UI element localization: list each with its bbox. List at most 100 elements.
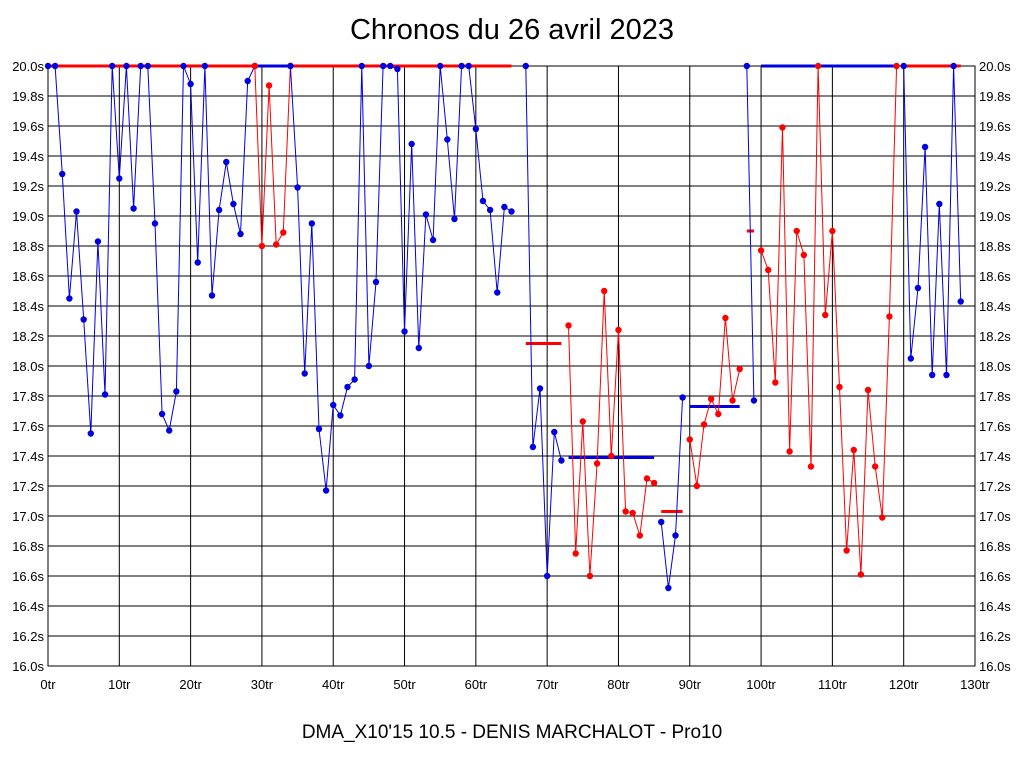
y-tick-label-left: 18.2s [12, 329, 44, 344]
x-tick-label: 20tr [179, 677, 202, 692]
data-point [116, 175, 123, 182]
x-tick-label: 60tr [465, 677, 488, 692]
data-point [565, 322, 572, 329]
data-point [137, 62, 144, 70]
data-point [936, 200, 943, 208]
data-point [472, 125, 480, 133]
x-tick-label: 0tr [40, 677, 56, 692]
data-point [508, 208, 515, 215]
data-point [672, 532, 679, 539]
data-point [365, 362, 373, 370]
data-point [436, 62, 444, 70]
y-tick-label-right: 18.4s [979, 299, 1011, 314]
x-tick-label: 80tr [607, 677, 630, 692]
data-point [101, 391, 109, 398]
data-point [387, 62, 394, 70]
data-point [322, 487, 330, 494]
y-tick-label-left: 16.2s [12, 629, 44, 644]
y-tick-label-right: 19.8s [979, 89, 1011, 104]
y-tick-label-left: 20.0s [12, 59, 44, 74]
data-point [230, 200, 237, 208]
data-point [44, 62, 52, 70]
y-tick-label-left: 19.8s [12, 89, 44, 104]
y-tick-label-left: 18.4s [12, 299, 44, 314]
data-point [729, 397, 736, 404]
data-point [408, 140, 415, 148]
data-point [650, 479, 658, 487]
data-point [529, 443, 537, 451]
data-point [893, 62, 900, 70]
data-point [679, 394, 686, 401]
data-point [258, 242, 266, 250]
x-tick-label: 110tr [818, 677, 847, 692]
data-point [394, 65, 401, 73]
data-point [722, 314, 729, 322]
data-point [615, 326, 622, 334]
data-point [294, 184, 301, 191]
y-tick-label-right: 16.8s [979, 539, 1011, 554]
data-point [237, 230, 244, 238]
chart-subtitle: DMA_X10'15 10.5 - DENIS MARCHALOT - Pro1… [301, 722, 723, 743]
y-tick-label-right: 17.0s [979, 509, 1011, 524]
data-point [579, 418, 587, 425]
data-point [879, 514, 886, 521]
y-tick-label-right: 18.6s [979, 269, 1011, 284]
data-point [536, 385, 544, 392]
y-tick-label-left: 17.8s [12, 389, 44, 404]
data-point [786, 448, 793, 455]
data-point [51, 62, 59, 70]
data-point [358, 62, 365, 70]
data-point [629, 509, 636, 517]
data-point [244, 77, 251, 85]
y-tick-label-left: 16.6s [12, 569, 44, 584]
data-point [950, 62, 957, 70]
data-point [750, 397, 758, 404]
data-point [686, 436, 693, 443]
data-point [822, 311, 829, 319]
data-point [187, 80, 194, 88]
y-tick-label-left: 16.0s [12, 659, 44, 674]
data-point [372, 278, 380, 286]
data-point [465, 62, 472, 70]
y-tick-label-left: 16.4s [12, 599, 44, 614]
data-point [451, 215, 458, 223]
y-tick-label-right: 20.0s [979, 59, 1011, 74]
data-point [921, 143, 929, 151]
data-point [793, 227, 800, 235]
series-line [760, 65, 898, 575]
data-point [415, 344, 422, 352]
y-tick-label-left: 16.8s [12, 539, 44, 554]
series-line [289, 65, 512, 491]
data-point [123, 62, 130, 70]
data-point [757, 247, 765, 254]
data-point [173, 388, 180, 395]
data-point [287, 62, 294, 70]
y-tick-label-right: 18.0s [979, 359, 1011, 374]
average-segments [48, 64, 961, 513]
data-point [608, 452, 615, 460]
x-tick-label: 100tr [746, 677, 776, 692]
y-tick-label-right: 19.4s [979, 149, 1011, 164]
data-point [486, 206, 494, 214]
y-tick-label-right: 19.6s [979, 119, 1011, 134]
data-point [843, 547, 850, 554]
series-line [525, 65, 562, 577]
data-point [765, 266, 772, 274]
data-point [66, 295, 73, 302]
data-point [315, 425, 323, 433]
data-point [272, 241, 280, 248]
data-point [743, 62, 751, 70]
data-point [572, 550, 579, 557]
y-tick-label-right: 16.0s [979, 659, 1011, 674]
data-point [87, 430, 94, 437]
data-point [401, 328, 408, 335]
data-point [151, 220, 159, 227]
data-point [337, 412, 344, 419]
data-point [551, 428, 558, 436]
data-point [807, 463, 815, 470]
data-point [693, 482, 701, 490]
x-tick-label: 10tr [108, 677, 131, 692]
data-point [736, 365, 743, 373]
y-tick-label-left: 19.2s [12, 179, 44, 194]
data-point [543, 572, 551, 580]
